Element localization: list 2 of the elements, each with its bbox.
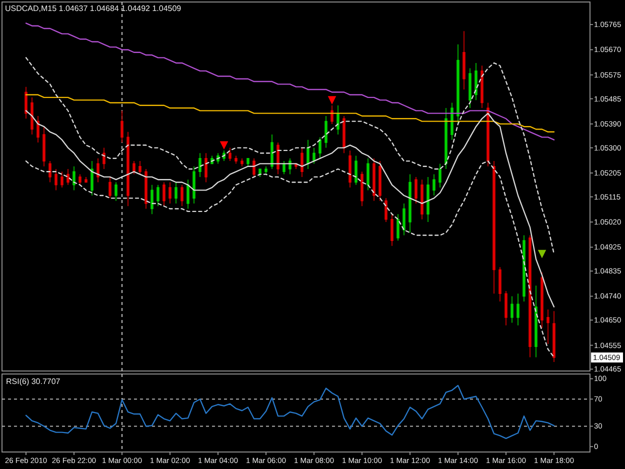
chart-title: USDCAD,M15 1.04637 1.04684 1.04492 1.04509 [5,4,182,13]
chart-title: RSI(6) 30.7707 [6,377,61,386]
